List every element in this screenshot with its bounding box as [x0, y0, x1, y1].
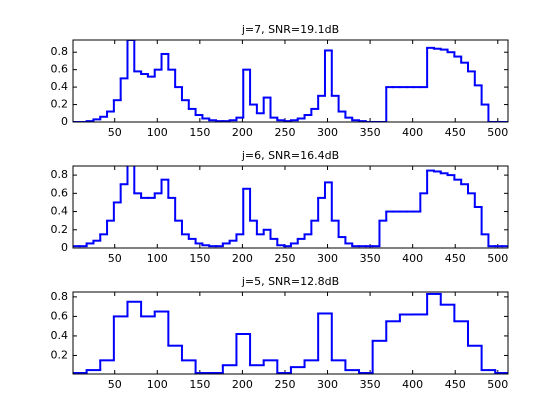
x-tick-label: 50: [108, 378, 122, 391]
x-tick-label: 250: [274, 126, 295, 139]
x-tick-label: 450: [445, 252, 466, 265]
y-tick-label: 0.8: [51, 290, 69, 303]
y-tick-label: 0.2: [51, 98, 69, 111]
x-tick-label: 250: [274, 378, 295, 391]
x-tick-label: 350: [360, 126, 381, 139]
y-tick-label: 0.8: [51, 168, 69, 181]
y-tick-label: 0.4: [51, 80, 69, 93]
x-tick-label: 50: [108, 252, 122, 265]
x-tick-label: 200: [232, 378, 253, 391]
y-tick-label: 0.2: [51, 348, 69, 361]
x-tick-label: 500: [487, 126, 508, 139]
x-tick-label: 150: [189, 378, 210, 391]
y-tick-label: 0: [61, 241, 68, 254]
axes-box: [72, 165, 509, 249]
subplot-title: j=7, SNR=19.1dB: [241, 23, 339, 36]
axes-box: [72, 291, 509, 375]
y-tick-label: 0.6: [51, 186, 69, 199]
x-tick-label: 100: [147, 252, 168, 265]
axes-background: [72, 39, 509, 123]
subplot-title: j=6, SNR=16.4dB: [241, 149, 339, 162]
x-tick-label: 350: [360, 378, 381, 391]
x-tick-label: 300: [317, 378, 338, 391]
plot-area: [73, 292, 508, 374]
y-tick-label: 0.4: [51, 205, 69, 218]
x-tick-label: 350: [360, 252, 381, 265]
x-tick-label: 200: [232, 252, 253, 265]
y-tick-label: 0.6: [51, 63, 69, 76]
x-tick-label: 150: [189, 252, 210, 265]
x-tick-label: 400: [402, 126, 423, 139]
axes-background: [72, 165, 509, 249]
y-tick-label: 0.2: [51, 223, 69, 236]
x-tick-label: 100: [147, 378, 168, 391]
x-tick-label: 300: [317, 252, 338, 265]
x-tick-label: 400: [402, 378, 423, 391]
y-tick-label: 0: [61, 115, 68, 128]
plot-area: [73, 40, 508, 122]
y-tick-label: 0.4: [51, 329, 69, 342]
x-tick-label: 200: [232, 126, 253, 139]
x-tick-label: 250: [274, 252, 295, 265]
x-tick-label: 450: [445, 126, 466, 139]
y-tick-label: 0.8: [51, 45, 69, 58]
x-tick-label: 450: [445, 378, 466, 391]
x-tick-label: 400: [402, 252, 423, 265]
y-tick-label: 0.6: [51, 309, 69, 322]
plot-area: [73, 166, 508, 248]
axes-background: [72, 291, 509, 375]
x-tick-label: 150: [189, 126, 210, 139]
axes-box: [72, 39, 509, 123]
x-tick-label: 300: [317, 126, 338, 139]
subplot-title: j=5, SNR=12.8dB: [241, 275, 339, 288]
x-tick-label: 500: [487, 252, 508, 265]
x-tick-label: 50: [108, 126, 122, 139]
x-tick-label: 100: [147, 126, 168, 139]
x-tick-label: 500: [487, 378, 508, 391]
